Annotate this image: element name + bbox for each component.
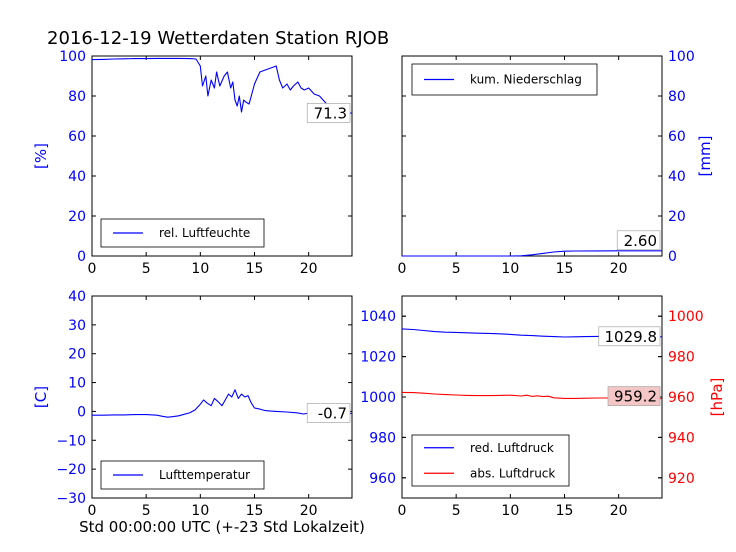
precipitation-frame	[401, 55, 663, 257]
precipitation-ytick-label-right: 80	[668, 89, 686, 105]
chart-temperature: 0 5 10 15 20 −30 −20 −10 0 10 20 30 40 [C] -0.7 Lufttem…	[32, 289, 353, 519]
humidity-xtick-label: 20	[300, 261, 318, 277]
chart-precipitation: 0 5 10 15 20 0 20 40 60 80 100 [mm] 2.60 kum. Nieders…	[398, 49, 714, 277]
temperature-ylabel: [C]	[32, 386, 50, 408]
precipitation-xtick-label: 20	[610, 261, 628, 277]
humidity-frame	[91, 55, 353, 257]
humidity-xtick-label: 5	[142, 261, 151, 277]
precipitation-series-line	[402, 250, 662, 257]
temperature-ytick-label: 20	[68, 347, 86, 363]
temperature-xtick-label: 20	[300, 503, 318, 519]
precipitation-xtick-label: 10	[501, 261, 519, 277]
figure-title: 2016-12-19 Wetterdaten Station RJOB	[47, 28, 389, 49]
temperature-value-label: -0.7	[318, 404, 347, 422]
pressure-left-ytick-label: 980	[369, 430, 396, 446]
temperature-ytick-label: 10	[68, 376, 86, 392]
precipitation-ylabel: [mm]	[696, 136, 714, 177]
pressure-abs-value-label: 959.2	[614, 388, 657, 406]
humidity-ytick-label: 0	[77, 249, 86, 265]
temperature-frame	[91, 295, 353, 499]
precipitation-xtick-label: 15	[556, 261, 574, 277]
pressure-abs-value-box	[607, 386, 661, 406]
pressure-xtick-label: 15	[556, 503, 574, 519]
pressure-right-ytick-label-right: 940	[668, 430, 695, 446]
humidity-xtick-label: 0	[88, 261, 97, 277]
humidity-xtick-label: 15	[246, 261, 264, 277]
precipitation-ytick-label-right: 20	[668, 209, 686, 225]
pressure-right-ytick-label-right: 980	[668, 350, 695, 366]
pressure-left-ytick-label: 1040	[360, 309, 396, 325]
temperature-xtick-label: 5	[142, 503, 151, 519]
humidity-series-line	[91, 57, 353, 114]
pressure-xtick-label: 5	[452, 503, 461, 519]
pressure-xtick-label: 20	[610, 503, 628, 519]
pressure-right-ylabel: [hPa]	[708, 378, 726, 417]
temperature-ytick-label: 40	[68, 289, 86, 305]
pressure-legend-label: abs. Luftdruck	[470, 466, 555, 480]
pressure-right-ytick-label-right: 1000	[668, 309, 704, 325]
temperature-ytick-label: 0	[77, 404, 86, 420]
pressure-legend-label: red. Luftdruck	[470, 441, 554, 455]
pressure-xtick-label: 0	[398, 503, 407, 519]
pressure-left-ytick-label: 960	[369, 471, 396, 487]
temperature-ytick-label: −20	[56, 462, 86, 478]
pressure-right-ytick-label-right: 920	[668, 471, 695, 487]
humidity-ytick-label: 100	[59, 49, 86, 65]
precipitation-value-box	[616, 230, 661, 251]
precipitation-ytick-label-right: 0	[668, 249, 677, 265]
pressure-xtick-label: 10	[501, 503, 519, 519]
humidity-ytick-label: 20	[68, 209, 86, 225]
temperature-ytick-label: 30	[68, 318, 86, 334]
temperature-ytick-label: −30	[56, 491, 86, 507]
precipitation-xtick-label: 0	[398, 261, 407, 277]
precipitation-ytick-label-right: 100	[668, 49, 695, 65]
precipitation-xtick-label: 5	[452, 261, 461, 277]
temperature-ytick-label: −10	[56, 433, 86, 449]
humidity-xtick-label: 10	[191, 261, 209, 277]
pressure-right-ytick-label-right: 960	[668, 390, 695, 406]
precipitation-ytick-label-right: 40	[668, 169, 686, 185]
temperature-value-box	[306, 403, 351, 423]
humidity-ytick-label: 80	[68, 89, 86, 105]
chart-humidity: 0 5 10 15 20 0 20 40 60 80 100 [%] 71.3 rel. Luftfeuc…	[32, 49, 353, 277]
pressure-legend-box	[411, 434, 570, 487]
humidity-value-label: 71.3	[314, 104, 347, 122]
humidity-ytick-label: 60	[68, 129, 86, 145]
temperature-xtick-label: 0	[88, 503, 97, 519]
chart-pressure: 0 5 10 15 20 960 980 1000 1020 1040 920 940 960 980 10…	[360, 295, 726, 519]
precipitation-ytick-label-right: 60	[668, 129, 686, 145]
temperature-xtick-label: 15	[246, 503, 264, 519]
temperature-legend-label: Lufttemperatur	[159, 468, 250, 482]
humidity-ytick-label: 40	[68, 169, 86, 185]
pressure-left-ytick-label: 1020	[360, 350, 396, 366]
precipitation-value-label: 2.60	[624, 232, 657, 250]
pressure-red-value-box	[598, 326, 661, 347]
precipitation-legend-label: kum. Niederschlag	[470, 73, 582, 87]
humidity-legend-label: rel. Luftfeuchte	[159, 226, 250, 240]
humidity-value-box	[306, 103, 351, 123]
x-axis-label: Std 00:00:00 UTC (+-23 Std Lokalzeit)	[79, 518, 365, 536]
temperature-xtick-label: 10	[191, 503, 209, 519]
humidity-legend-box	[100, 218, 265, 248]
temperature-series-line	[92, 389, 352, 418]
pressure-left-ytick-label: 1000	[360, 390, 396, 406]
pressure-red-value-label: 1029.8	[605, 328, 658, 346]
humidity-ylabel: [%]	[32, 143, 50, 169]
